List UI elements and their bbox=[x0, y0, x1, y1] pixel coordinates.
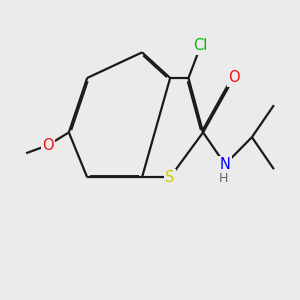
Text: O: O bbox=[42, 138, 54, 153]
Text: O: O bbox=[228, 70, 239, 86]
Text: Cl: Cl bbox=[194, 38, 208, 53]
Text: N: N bbox=[220, 157, 230, 172]
Text: H: H bbox=[219, 172, 228, 185]
Text: S: S bbox=[166, 170, 175, 185]
